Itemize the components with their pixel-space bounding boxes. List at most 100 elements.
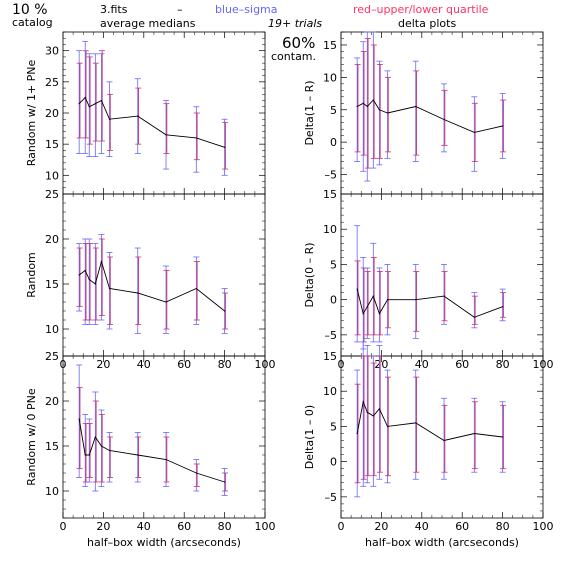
x-tick-label: 20 [96,358,110,371]
median-point [378,408,380,410]
x-tick-label: 60 [177,358,191,371]
y-tick-label: 5 [330,104,337,117]
y-tick-label: 20 [45,395,59,408]
y-tick-label: 0 [330,294,337,307]
median-point [372,99,374,101]
x-tick-label: 60 [455,520,469,533]
header-dash: – [177,3,183,16]
header-delta-plots: delta plots [398,17,456,30]
y-axis-label: Random [25,252,38,298]
median-point [88,106,90,108]
x-tick-label: 0 [60,520,67,533]
median-point [502,306,504,308]
median-point [378,313,380,315]
panel-frame [62,31,266,195]
median-point [378,109,380,111]
panel-frame [340,31,544,195]
median-point [137,454,139,456]
median-point [94,436,96,438]
y-tick-label: 15 [323,188,337,201]
x-tick-label: 100 [533,520,554,533]
median-point [84,269,86,272]
median-point [224,146,226,148]
y-tick-label: 25 [45,76,59,89]
median-point [473,131,475,134]
median-point [386,299,389,301]
x-tick-label: 100 [255,520,276,533]
median-point [195,137,197,139]
x-tick-label: 0 [338,520,345,533]
x-axis-label: half–box width (arcseconds) [87,536,241,549]
median-point [100,99,102,102]
panel-2: –5 0 5 10 15 Delta(1 – R) [303,31,544,195]
median-point [356,432,358,435]
median-point [78,418,80,420]
median-line [78,259,225,312]
y-tick-label: 5 [330,258,337,271]
y-tick-label: 10 [323,385,337,398]
median-point [165,301,167,303]
y-tick-label: 15 [45,278,59,291]
median-point [84,96,86,99]
x-tick-label: 40 [137,520,151,533]
y-axis-label: Delta(1 – 0) [303,405,316,469]
median-point [165,134,167,136]
median-point [473,432,475,435]
x-tick-label: 20 [374,520,388,533]
header-trials: 19+ trials [268,17,322,30]
median-point [473,316,475,318]
median-point [100,260,102,263]
header-percent: 10 % [12,2,48,18]
median-line [356,99,503,133]
median-point [195,472,197,474]
median-point [84,454,86,456]
median-point [415,422,417,424]
panel-5: 0 20 40 60 80 100 10 15 20 25 Random w/ 0 PNe half–… [25,350,276,549]
median-point [356,288,358,290]
y-tick-label: 15 [323,350,337,363]
median-point [108,118,111,120]
x-tick-label: 20 [374,358,388,371]
median-point [415,105,417,108]
x-tick-label: 60 [455,358,469,371]
y-tick-label: –5 [325,491,338,504]
median-point [94,283,96,285]
median-point [137,115,139,117]
median-point [366,105,368,108]
y-tick-label: 0 [330,456,337,469]
y-axis-label: Random w/ 0 PNe [25,388,38,486]
x-tick-label: 80 [218,520,232,533]
median-point [366,411,368,413]
panels: 10 15 20 25 30 Random w/ 1+ PNe –5 0 5 10 15 Delta(… [25,31,554,549]
y-tick-label: 15 [323,39,337,52]
header-fits: 3.fits [100,3,128,16]
x-axis-label: half–box width (arcseconds) [365,536,519,549]
median-point [443,439,445,442]
median-point [224,310,226,312]
median-point [356,105,358,108]
y-axis-label: Delta(1 – R) [303,80,316,145]
x-tick-label: 20 [96,520,110,533]
header-contam-pct: 60% [282,34,315,52]
header-blue-sigma: blue–sigma [215,3,278,16]
median-point [78,103,80,105]
x-tick-label: 80 [218,358,232,371]
median-point [165,458,167,461]
median-point [502,436,504,438]
x-tick-label: 40 [415,520,429,533]
median-line [356,288,503,318]
median-point [362,313,364,315]
median-point [415,299,417,301]
y-tick-label: 25 [45,350,59,363]
header-red-quartile: red–upper/lower quartile [353,3,489,16]
median-point [108,449,111,452]
median-point [78,274,80,276]
median-point [100,445,102,447]
median-point [386,112,389,114]
y-tick-label: 10 [45,485,59,498]
median-point [88,454,90,456]
y-axis-label: Random w/ 1+ PNe [25,59,38,166]
y-tick-label: 15 [45,138,59,151]
median-point [137,292,139,294]
